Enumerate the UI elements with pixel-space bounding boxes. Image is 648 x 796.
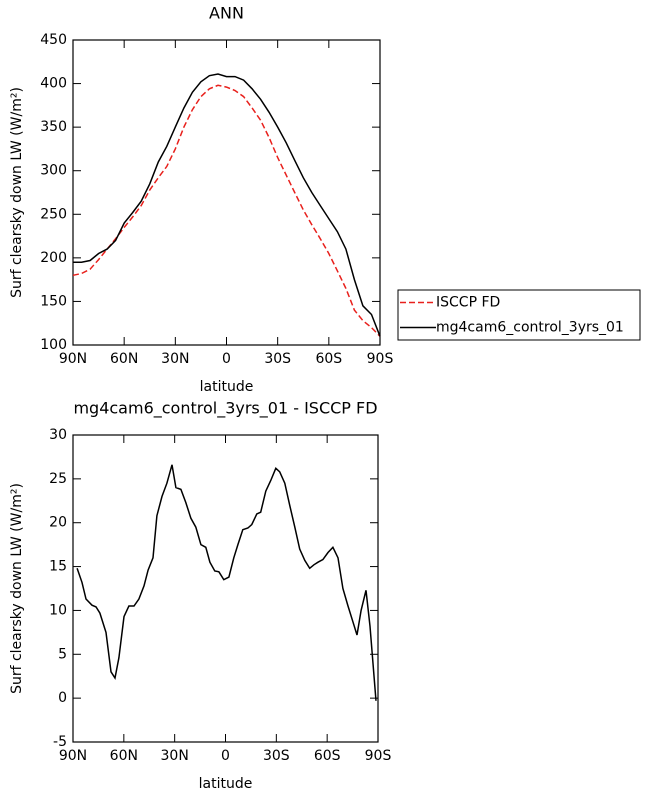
x-tick-label: 0 <box>221 748 230 764</box>
y-tick-label: 0 <box>58 690 67 706</box>
y-tick-label: 400 <box>40 76 67 92</box>
y-tick-label: -5 <box>53 734 67 750</box>
legend-label: ISCCP FD <box>436 295 500 311</box>
y-tick-label: 100 <box>40 337 67 353</box>
x-tick-label: 90N <box>59 748 87 764</box>
chart-title: ANN <box>209 4 244 23</box>
x-axis-label: latitude <box>200 379 254 395</box>
x-tick-label: 60N <box>110 748 138 764</box>
y-tick-label: 450 <box>40 32 67 48</box>
x-tick-label: 90N <box>59 351 87 367</box>
data-line <box>72 84 381 337</box>
y-tick-label: 300 <box>40 163 67 179</box>
x-tick-label: 30N <box>161 748 189 764</box>
x-tick-label: 30S <box>263 748 290 764</box>
x-tick-label: 60N <box>110 351 138 367</box>
y-tick-label: 10 <box>49 602 67 618</box>
chart-title: mg4cam6_control_3yrs_01 - ISCCP FD <box>73 399 377 419</box>
x-tick-label: 90S <box>367 351 394 367</box>
y-axis-label: Surf clearsky down LW (W/m²) <box>9 87 25 298</box>
plot-frame <box>72 39 381 346</box>
x-tick-label: 90S <box>365 748 392 764</box>
x-axis-label: latitude <box>199 776 253 792</box>
data-line <box>73 73 381 337</box>
x-tick-label: 0 <box>222 351 231 367</box>
x-tick-label: 30S <box>264 351 291 367</box>
y-tick-label: 150 <box>40 293 67 309</box>
y-tick-label: 15 <box>49 559 67 575</box>
y-tick-label: 30 <box>49 427 67 443</box>
plot-frame <box>72 434 379 743</box>
x-tick-label: 60S <box>315 351 342 367</box>
legend-box <box>397 289 641 341</box>
y-tick-label: 5 <box>58 646 67 662</box>
legend-label: mg4cam6_control_3yrs_01 <box>436 320 624 336</box>
x-tick-label: 60S <box>314 748 341 764</box>
y-tick-label: 20 <box>49 515 67 531</box>
data-line <box>76 464 377 701</box>
y-tick-label: 250 <box>40 206 67 222</box>
y-tick-label: 200 <box>40 250 67 266</box>
y-axis-label: Surf clearsky down LW (W/m²) <box>9 483 25 694</box>
x-tick-label: 30N <box>161 351 189 367</box>
y-tick-label: 25 <box>49 471 67 487</box>
y-tick-label: 350 <box>40 119 67 135</box>
